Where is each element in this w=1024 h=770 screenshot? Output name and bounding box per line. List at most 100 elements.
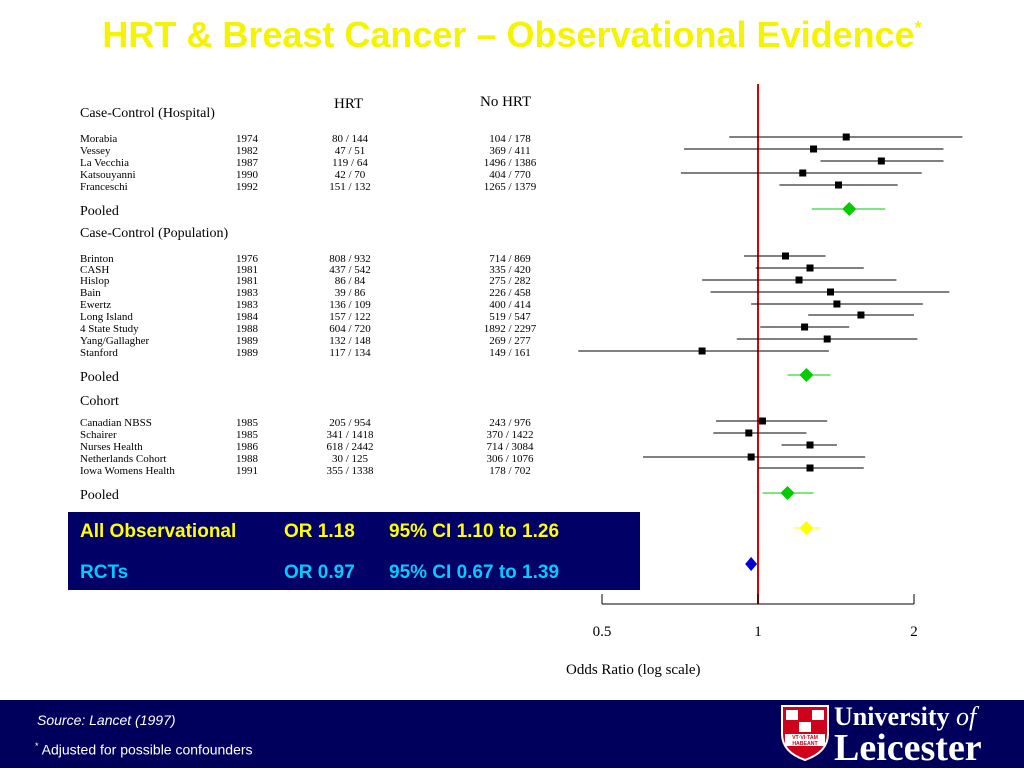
study-nohrt-counts: 306 / 1076 (486, 453, 534, 465)
study-hrt-counts: 341 / 1418 (326, 429, 374, 441)
study-point (826, 288, 834, 296)
study-year: 1983 (236, 299, 258, 311)
study-hrt-counts: 80 / 144 (331, 133, 369, 145)
pooled-label-cohort: Pooled (80, 488, 119, 503)
study-name: Hislop (80, 275, 110, 287)
study-year: 1985 (236, 417, 258, 429)
study-name: Canadian NBSS (80, 417, 152, 429)
study-point (833, 300, 841, 308)
study-year: 1982 (236, 145, 258, 157)
study-year: 1976 (236, 253, 258, 265)
study-point (795, 276, 803, 284)
study-year: 1974 (236, 133, 258, 145)
study-name: Long Island (80, 311, 133, 323)
study-name: Franceschi (80, 181, 128, 193)
study-point (806, 264, 814, 272)
forest-plot: 0.5 1 2 (578, 84, 963, 640)
summary-box: All Observational OR 1.18 95% CI 1.10 to… (68, 512, 640, 590)
summary-rct-label: RCTs (80, 562, 129, 583)
col-header-nohrt: No HRT (480, 94, 532, 110)
logo-leicester: Leicester (834, 727, 982, 769)
study-nohrt-counts: 1265 / 1379 (483, 181, 537, 193)
study-hrt-counts: 604 / 720 (329, 323, 371, 335)
study-hrt-counts: 808 / 932 (329, 253, 371, 265)
study-name: La Vecchia (80, 157, 129, 169)
study-year: 1991 (236, 465, 258, 477)
study-point (810, 145, 818, 153)
section-label-population: Case-Control (Population) (80, 226, 229, 241)
study-year: 1981 (236, 275, 258, 287)
pooled-diamond (780, 486, 795, 500)
study-nohrt-counts: 714 / 3084 (486, 441, 534, 453)
study-nohrt-counts: 243 / 976 (489, 417, 531, 429)
study-nohrt-counts: 404 / 770 (489, 169, 531, 181)
section-label-cohort: Cohort (80, 394, 119, 409)
study-hrt-counts: 117 / 134 (329, 347, 371, 359)
pooled-diamond (842, 202, 857, 216)
title-footnote-mark: * (914, 18, 922, 38)
study-point (758, 417, 766, 425)
study-hrt-counts: 355 / 1338 (326, 465, 374, 477)
shield-motto-line1: VT·VI·TAM (792, 735, 818, 741)
study-nohrt-counts: 269 / 277 (489, 335, 531, 347)
logo-university: University of (834, 702, 977, 731)
footnote-text: Adjusted for possible confounders (38, 741, 253, 758)
study-name: Bain (80, 287, 101, 299)
study-name: Ewertz (80, 299, 112, 311)
study-nohrt-counts: 369 / 411 (489, 145, 531, 157)
study-year: 1988 (236, 323, 258, 335)
study-point (747, 453, 755, 461)
x-tick-label: 0.5 (593, 624, 612, 640)
study-name: Nurses Health (80, 441, 143, 453)
study-nohrt-counts: 104 / 178 (489, 133, 531, 145)
study-point (806, 464, 814, 472)
overall-diamond (799, 521, 814, 535)
study-name: Stanford (80, 347, 118, 359)
study-name: Brinton (80, 253, 114, 265)
study-nohrt-counts: 1496 / 1386 (483, 157, 537, 169)
study-nohrt-counts: 714 / 869 (489, 253, 531, 265)
summary-rct-or: OR 0.97 (284, 562, 355, 583)
study-name: CASH (80, 264, 110, 276)
rct-diamond (745, 557, 758, 571)
study-nohrt-counts: 178 / 702 (489, 465, 531, 477)
section-label-hospital: Case-Control (Hospital) (80, 106, 215, 121)
study-year: 1981 (236, 264, 258, 276)
footnote-mark: * (35, 741, 39, 751)
study-nohrt-counts: 149 / 161 (489, 347, 531, 359)
study-name: Katsouyanni (80, 169, 136, 181)
study-point (877, 157, 885, 165)
study-point (823, 335, 831, 343)
footnote: * Adjusted for possible confounders (35, 741, 253, 758)
study-name: Netherlands Cohort (80, 453, 167, 465)
x-axis-label: Odds Ratio (log scale) (566, 662, 701, 678)
study-hrt-counts: 136 / 109 (329, 299, 371, 311)
study-year: 1992 (236, 181, 258, 193)
study-year: 1984 (236, 311, 258, 323)
summary-rct-ci: 95% CI 0.67 to 1.39 (389, 562, 560, 583)
study-hrt-counts: 42 / 70 (334, 169, 366, 181)
study-hrt-counts: 30 / 125 (331, 453, 369, 465)
study-nohrt-counts: 275 / 282 (489, 275, 531, 287)
pooled-label-hospital: Pooled (80, 204, 119, 219)
study-nohrt-counts: 400 / 414 (489, 299, 531, 311)
study-year: 1987 (236, 157, 258, 169)
summary-all-ci: 95% CI 1.10 to 1.26 (389, 521, 560, 542)
x-tick-label: 1 (754, 624, 762, 640)
study-year: 1985 (236, 429, 258, 441)
study-hrt-counts: 205 / 954 (329, 417, 371, 429)
study-hrt-counts: 119 / 64 (332, 157, 368, 169)
page-title: HRT & Breast Cancer – Observational Evid… (102, 14, 922, 55)
study-name: Morabia (80, 133, 118, 145)
study-year: 1988 (236, 453, 258, 465)
study-name: Iowa Womens Health (80, 465, 175, 477)
summary-all-label: All Observational (80, 521, 237, 542)
footer-bar: Source: Lancet (1997) * Adjusted for pos… (0, 700, 1024, 769)
study-point (745, 429, 753, 437)
study-hrt-counts: 39 / 86 (334, 287, 366, 299)
study-nohrt-counts: 1892 / 2297 (483, 323, 537, 335)
source-citation: Source: Lancet (1997) (37, 712, 176, 728)
study-hrt-counts: 132 / 148 (329, 335, 371, 347)
col-header-hrt: HRT (334, 96, 364, 112)
study-name: Yang/Gallagher (80, 335, 150, 347)
